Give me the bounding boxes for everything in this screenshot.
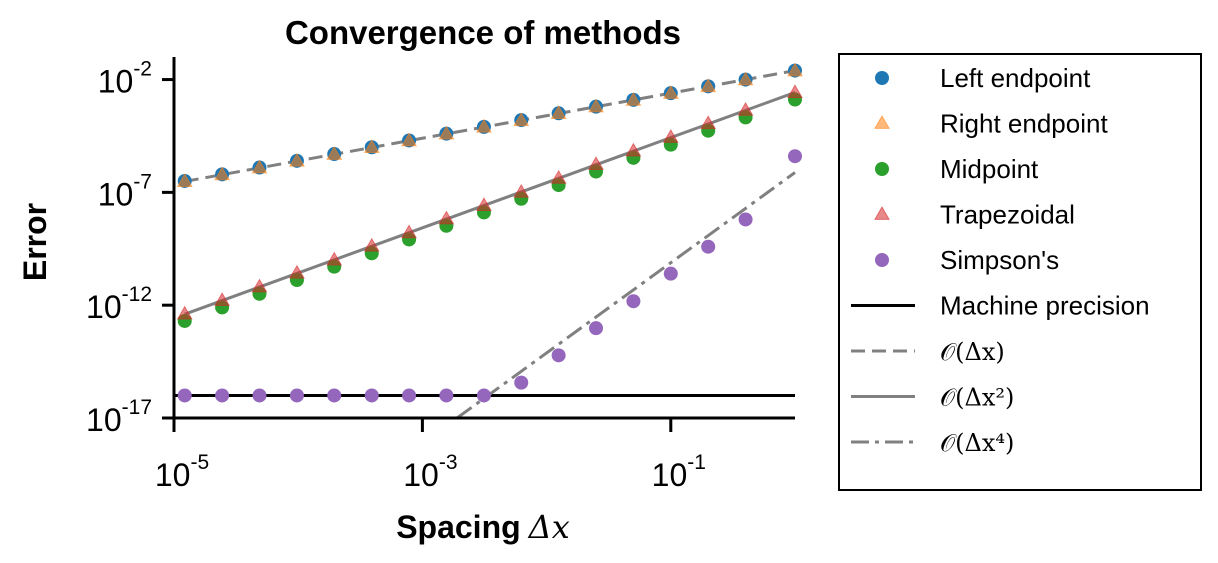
legend-marker-4 bbox=[875, 253, 889, 267]
point-3-0 bbox=[176, 305, 193, 320]
point-1-16 bbox=[787, 62, 803, 77]
point-4-7 bbox=[439, 388, 454, 403]
point-4-14 bbox=[701, 239, 716, 254]
reference-line-2 bbox=[184, 91, 796, 316]
y-tick-label-3: 10-17 bbox=[86, 396, 152, 438]
y-tick-label-0: 10-2 bbox=[98, 58, 152, 100]
point-4-6 bbox=[402, 388, 417, 403]
legend-entry-3: Trapezoidal bbox=[874, 200, 1075, 230]
legend-label-2: Midpoint bbox=[940, 154, 1039, 184]
legend-items: Left endpoint Right endpoint Midpoint Trape… bbox=[851, 63, 1150, 457]
point-1-11 bbox=[588, 98, 605, 113]
y-axis-label: Error bbox=[17, 203, 53, 281]
point-1-9 bbox=[513, 112, 530, 127]
reference-line-3 bbox=[456, 171, 796, 420]
point-1-12 bbox=[625, 91, 642, 106]
legend-label-7: 𝒪(Δx²) bbox=[940, 384, 1014, 412]
legend-label-5: Machine precision bbox=[940, 291, 1150, 321]
point-3-16 bbox=[787, 84, 803, 99]
reference-line-1 bbox=[184, 69, 796, 183]
point-4-4 bbox=[327, 388, 342, 403]
point-3-5 bbox=[363, 237, 380, 252]
point-1-1 bbox=[214, 166, 231, 181]
point-1-5 bbox=[363, 139, 380, 154]
point-1-15 bbox=[737, 71, 754, 86]
point-1-14 bbox=[700, 78, 717, 93]
y-ticks: 10-2 10-7 10-12 10-17 bbox=[86, 58, 174, 438]
series-4 bbox=[177, 149, 802, 403]
point-1-4 bbox=[326, 145, 343, 160]
legend-marker-2 bbox=[875, 162, 889, 176]
point-1-7 bbox=[438, 125, 455, 140]
legend-entry-0: Left endpoint bbox=[875, 63, 1091, 93]
point-4-8 bbox=[476, 388, 491, 403]
point-4-1 bbox=[215, 388, 230, 403]
point-3-15 bbox=[737, 101, 754, 116]
legend-frame bbox=[838, 53, 1202, 491]
point-3-13 bbox=[662, 129, 679, 143]
point-3-6 bbox=[401, 224, 418, 239]
chart-title: Convergence of methods bbox=[285, 14, 681, 51]
x-axis-label-text: Spacing bbox=[396, 509, 520, 545]
legend-entry-8: 𝒪(Δx⁴) bbox=[851, 429, 1014, 457]
point-3-7 bbox=[438, 210, 455, 225]
x-axis-label: Spacing Δx bbox=[396, 508, 570, 546]
point-4-9 bbox=[514, 375, 529, 390]
point-1-10 bbox=[550, 105, 567, 119]
x-tick-label-2: 10-1 bbox=[652, 451, 706, 493]
legend-entry-2: Midpoint bbox=[875, 154, 1039, 184]
legend-label-3: Trapezoidal bbox=[940, 200, 1075, 230]
point-3-4 bbox=[326, 251, 343, 266]
point-3-8 bbox=[475, 197, 492, 211]
point-3-12 bbox=[625, 142, 642, 157]
point-4-3 bbox=[289, 388, 304, 403]
legend-entry-6: 𝒪(Δx) bbox=[851, 338, 1005, 366]
point-4-13 bbox=[663, 266, 678, 281]
plot-area bbox=[174, 62, 803, 420]
point-3-1 bbox=[214, 292, 231, 306]
series-1 bbox=[176, 62, 803, 187]
y-tick-label-2: 10-12 bbox=[86, 283, 152, 325]
point-3-14 bbox=[700, 115, 717, 130]
x-tick-label-1: 10-3 bbox=[403, 451, 457, 493]
point-1-3 bbox=[288, 152, 305, 167]
x-ticks: 10-5 10-3 10-1 bbox=[155, 418, 706, 493]
point-3-3 bbox=[288, 264, 305, 279]
legend-entry-4: Simpson's bbox=[875, 245, 1059, 275]
point-4-10 bbox=[551, 348, 566, 363]
point-1-0 bbox=[176, 173, 193, 187]
legend-marker-1 bbox=[874, 114, 890, 129]
legend-label-8: 𝒪(Δx⁴) bbox=[940, 429, 1014, 457]
point-4-12 bbox=[626, 294, 641, 309]
legend-label-6: 𝒪(Δx) bbox=[940, 338, 1005, 366]
x-axis-label-math: Δx bbox=[527, 508, 570, 546]
point-1-2 bbox=[251, 159, 268, 174]
legend-label-4: Simpson's bbox=[940, 245, 1059, 275]
point-4-16 bbox=[788, 149, 802, 164]
y-tick-label-1: 10-7 bbox=[98, 170, 152, 212]
legend-entry-7: 𝒪(Δx²) bbox=[851, 384, 1014, 412]
point-1-6 bbox=[401, 132, 418, 147]
x-tick-label-0: 10-5 bbox=[155, 451, 209, 493]
point-4-11 bbox=[589, 321, 604, 336]
point-4-5 bbox=[364, 388, 379, 403]
legend-entry-1: Right endpoint bbox=[874, 109, 1108, 139]
point-4-2 bbox=[252, 388, 267, 403]
series-3 bbox=[176, 84, 803, 320]
legend-marker-0 bbox=[875, 71, 889, 85]
point-1-13 bbox=[662, 85, 679, 99]
point-4-0 bbox=[177, 388, 192, 403]
point-1-8 bbox=[475, 118, 492, 133]
legend-entry-5: Machine precision bbox=[851, 291, 1150, 321]
legend-label-0: Left endpoint bbox=[940, 63, 1091, 93]
legend-marker-3 bbox=[874, 205, 890, 220]
point-3-2 bbox=[251, 278, 268, 293]
legend-label-1: Right endpoint bbox=[940, 109, 1108, 139]
point-4-15 bbox=[738, 212, 753, 227]
point-3-10 bbox=[550, 169, 567, 184]
legend: Left endpoint Right endpoint Midpoint Trape… bbox=[838, 53, 1202, 491]
point-3-9 bbox=[513, 183, 530, 198]
point-3-11 bbox=[588, 156, 605, 170]
